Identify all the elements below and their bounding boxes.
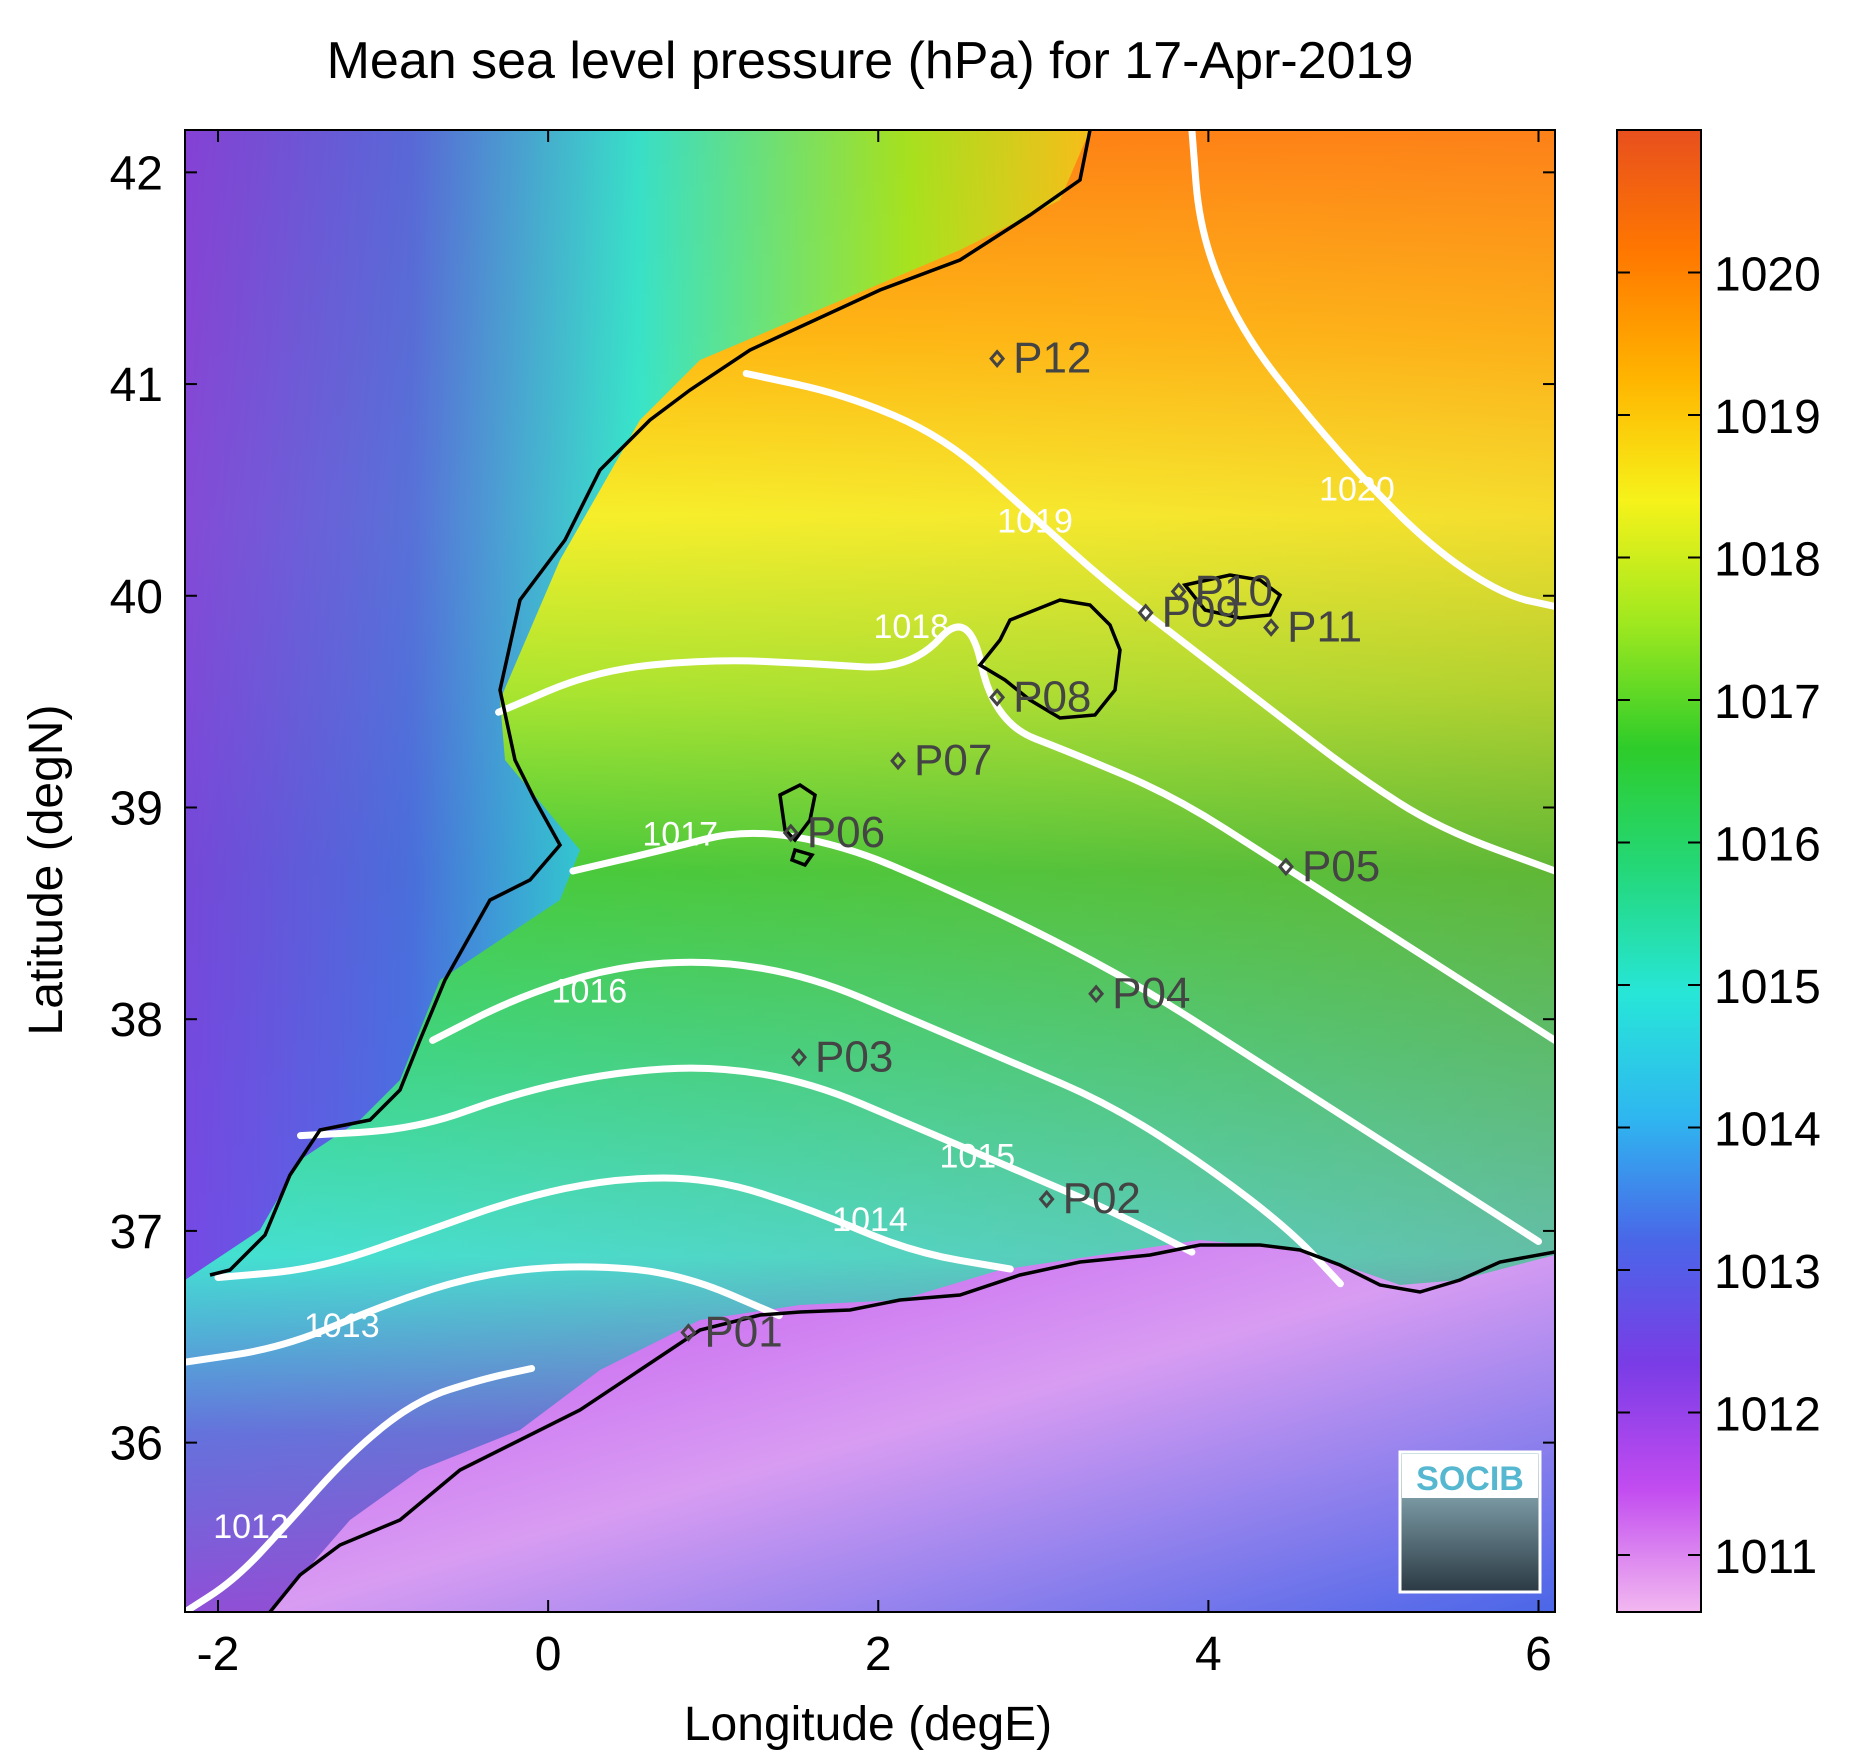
contour-label-1013: 1013 bbox=[304, 1307, 380, 1345]
colorbar-tick-label: 1011 bbox=[1714, 1531, 1817, 1584]
contour-label-1012: 1012 bbox=[213, 1508, 289, 1546]
y-tick-label: 36 bbox=[110, 1418, 163, 1471]
station-marker bbox=[989, 349, 1006, 368]
contour-line-1017 bbox=[569, 829, 1542, 1245]
contour-line-1014 bbox=[214, 1174, 1014, 1281]
colorbar-tick-label: 1019 bbox=[1714, 391, 1821, 444]
contour-label-1018: 1018 bbox=[873, 608, 949, 646]
colorbar-ticks: 1011 1012 1013 1014 1015 1016 1017 1018 1019 1020 bbox=[1617, 249, 1821, 1584]
station-marker bbox=[1277, 857, 1294, 877]
y-tick-label: 40 bbox=[110, 571, 163, 624]
coastline-iberia bbox=[209, 130, 1092, 1277]
station-label: P12 bbox=[1013, 334, 1091, 383]
contour-label-1016: 1016 bbox=[552, 972, 628, 1010]
station-marker bbox=[680, 1323, 697, 1342]
chart-title: Mean sea level pressure (hPa) for 17-Apr… bbox=[327, 32, 1414, 90]
contour-label-1014: 1014 bbox=[832, 1201, 908, 1239]
coastline-formentera bbox=[789, 847, 815, 868]
station-marker bbox=[1038, 1189, 1055, 1209]
colorbar-tick-label: 1018 bbox=[1714, 534, 1821, 587]
station-label: P04 bbox=[1112, 969, 1190, 1018]
station-label: P10 bbox=[1195, 567, 1273, 616]
contour-line-1013 bbox=[185, 1263, 783, 1366]
land-iberia bbox=[185, 130, 1090, 1280]
station-label: P05 bbox=[1302, 842, 1380, 891]
contour-label-1019: 1019 bbox=[997, 502, 1073, 540]
x-tick-label: 0 bbox=[535, 1628, 562, 1681]
x-tick-label: 4 bbox=[1195, 1628, 1222, 1681]
station-marker bbox=[989, 688, 1006, 707]
plot-frame bbox=[184, 129, 1556, 1613]
contour-line-1020 bbox=[1188, 130, 1555, 610]
x-tick-label: 2 bbox=[865, 1628, 892, 1681]
socib-logo: SOCIB bbox=[1398, 1450, 1542, 1594]
land-north-africa bbox=[270, 1240, 1555, 1612]
station-label: P11 bbox=[1287, 603, 1362, 652]
x-axis-label: Longitude (degE) bbox=[684, 1698, 1052, 1751]
station-marker bbox=[782, 823, 799, 843]
x-axis: -2 0 2 4 6 bbox=[197, 130, 1552, 1681]
coastline-mallorca bbox=[977, 598, 1122, 720]
y-axis-label: Latitude (degN) bbox=[20, 705, 73, 1036]
contour-label-1015: 1015 bbox=[939, 1137, 1015, 1175]
station-label: P07 bbox=[914, 736, 992, 785]
colorbar-tick-label: 1016 bbox=[1714, 819, 1821, 872]
coastline-ibiza bbox=[778, 782, 817, 843]
station-label: P06 bbox=[807, 808, 885, 857]
y-axis: 36 37 38 39 40 41 42 bbox=[110, 147, 1555, 1471]
station-marker bbox=[1170, 582, 1187, 601]
pressure-contours: 1012 1013 1014 1015 1016 1017 1018 1019 1020 bbox=[185, 130, 1555, 1612]
contour-label-1020: 1020 bbox=[1319, 471, 1395, 509]
colorbar-tick-label: 1015 bbox=[1714, 961, 1821, 1014]
x-tick-label: 6 bbox=[1525, 1628, 1552, 1681]
station-label: P03 bbox=[815, 1032, 893, 1081]
y-tick-label: 39 bbox=[110, 782, 163, 835]
station-label: P08 bbox=[1013, 672, 1091, 721]
socib-logo-text: SOCIB bbox=[1416, 1460, 1524, 1498]
contour-line-1016 bbox=[429, 958, 1344, 1288]
station-marker bbox=[890, 751, 907, 771]
contour-line-1018 bbox=[495, 623, 1555, 1044]
coastline-north-africa bbox=[268, 1243, 1555, 1612]
colorbar: 1011 1012 1013 1014 1015 1016 1017 1018 1019 1020 bbox=[1616, 129, 1821, 1613]
contour-line-1015 bbox=[297, 1064, 1196, 1256]
y-tick-label: 41 bbox=[110, 359, 163, 412]
colorbar-tick-label: 1014 bbox=[1714, 1104, 1821, 1157]
x-tick-label: -2 bbox=[197, 1628, 240, 1681]
station-marker bbox=[1137, 603, 1154, 623]
colorbar-tick-label: 1013 bbox=[1714, 1246, 1821, 1299]
colorbar-tick-label: 1020 bbox=[1714, 249, 1821, 302]
y-tick-label: 37 bbox=[110, 1206, 163, 1259]
station-marker bbox=[1263, 618, 1280, 637]
coastline bbox=[209, 130, 1555, 1612]
colorbar-scale bbox=[1616, 129, 1702, 1613]
contour-line-1012 bbox=[185, 1365, 536, 1612]
station-label: P01 bbox=[704, 1308, 782, 1357]
y-tick-label: 38 bbox=[110, 994, 163, 1047]
contour-line-1019 bbox=[742, 370, 1555, 875]
station-marker bbox=[1088, 984, 1105, 1004]
station-label: P02 bbox=[1063, 1174, 1141, 1223]
coastline-menorca bbox=[1181, 573, 1283, 620]
y-tick-label: 42 bbox=[110, 147, 163, 200]
plot-area: 1012 1013 1014 1015 1016 1017 1018 1019 1020 P01… bbox=[185, 130, 1555, 1612]
station-marker bbox=[791, 1048, 807, 1067]
colorbar-tick-label: 1017 bbox=[1714, 676, 1821, 729]
contour-label-1017: 1017 bbox=[642, 816, 718, 854]
colorbar-tick-label: 1012 bbox=[1714, 1389, 1821, 1442]
